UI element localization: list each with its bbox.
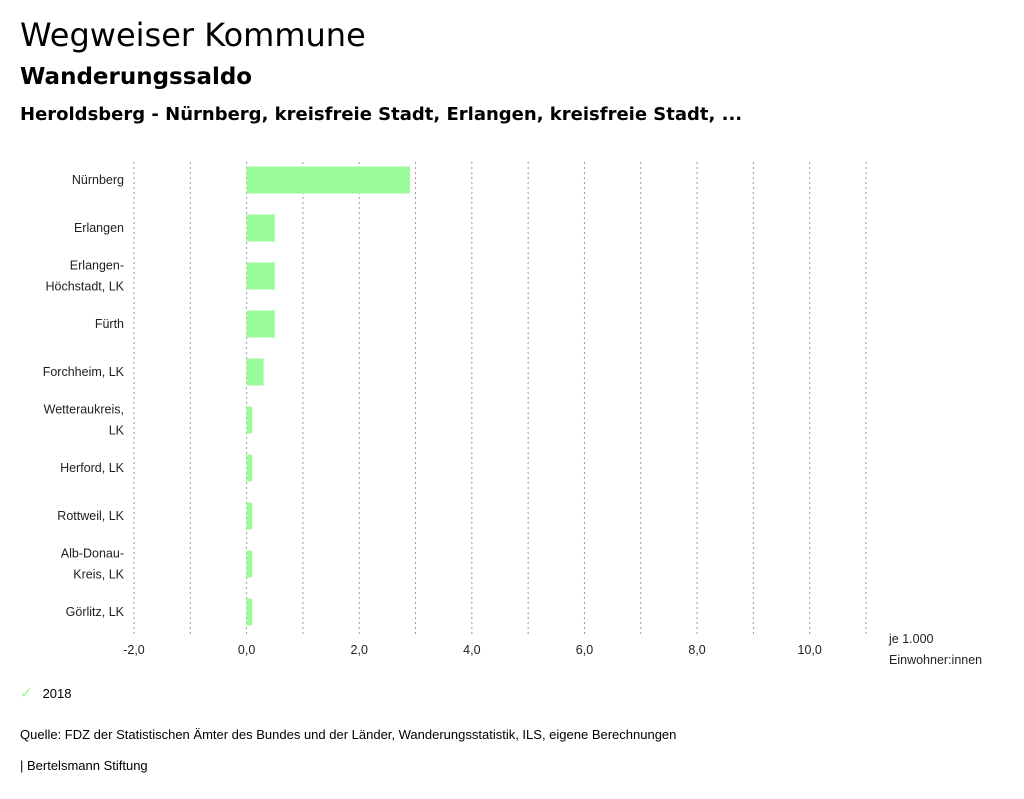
category-label: Alb-Donau- — [61, 547, 124, 561]
category-label: Rottweil, LK — [57, 509, 124, 523]
bar — [246, 406, 253, 434]
bar — [246, 502, 253, 530]
axis-unit-label: Einwohner:innen — [889, 653, 982, 667]
legend-label: 2018 — [42, 686, 72, 701]
bar — [246, 358, 264, 386]
x-tick-label: 0,0 — [238, 643, 255, 657]
bar — [246, 454, 253, 482]
category-label: Erlangen — [74, 221, 124, 235]
category-label: Görlitz, LK — [66, 605, 125, 619]
region-heading: Heroldsberg - Nürnberg, kreisfreie Stadt… — [20, 104, 743, 125]
bar — [246, 598, 253, 626]
bar — [246, 310, 275, 338]
checkmark-icon: ✓ — [20, 685, 33, 702]
bar — [246, 550, 253, 578]
source-note: Quelle: FDZ der Statistischen Ämter des … — [20, 727, 677, 742]
category-label: Forchheim, LK — [43, 365, 125, 379]
category-label: Kreis, LK — [73, 568, 124, 582]
x-tick-label: 10,0 — [798, 643, 822, 657]
bar — [246, 214, 275, 242]
chart-subtitle: Wanderungssaldo — [20, 64, 253, 90]
category-label: Nürnberg — [72, 173, 124, 187]
bar — [246, 262, 275, 290]
x-tick-label: 8,0 — [688, 643, 705, 657]
category-label: Herford, LK — [60, 461, 125, 475]
category-label: Erlangen- — [70, 259, 124, 273]
bar-chart: -2,0 0,0 2,0 4,0 6,0 8,0 10,0 je 1.000 Einwohner… — [43, 162, 982, 667]
category-label: LK — [109, 424, 125, 438]
category-label: Höchstadt, LK — [45, 280, 124, 294]
x-tick-label: 4,0 — [463, 643, 480, 657]
credit-note: | Bertelsmann Stiftung — [20, 758, 148, 773]
x-tick-label: -2,0 — [123, 643, 145, 657]
category-label: Fürth — [95, 317, 124, 331]
x-tick-label: 2,0 — [351, 643, 368, 657]
page-title: Wegweiser Kommune — [20, 16, 366, 54]
category-label: Wetteraukreis, — [44, 403, 124, 417]
axis-unit-label: je 1.000 — [888, 632, 934, 646]
legend[interactable]: ✓ 2018 — [20, 686, 72, 701]
x-tick-label: 6,0 — [576, 643, 593, 657]
bar — [246, 166, 410, 194]
